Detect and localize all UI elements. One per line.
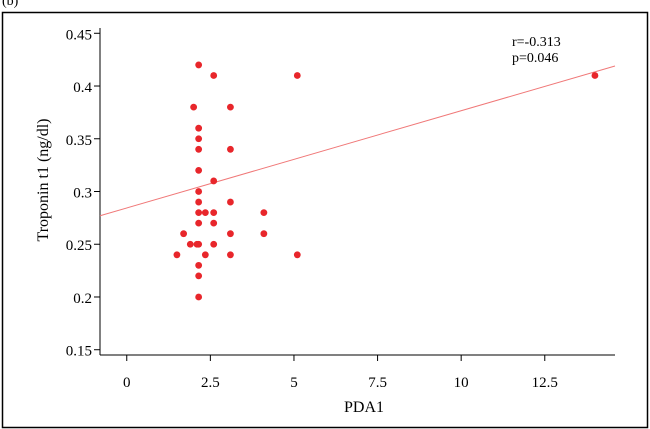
data-point	[173, 251, 181, 259]
data-point	[195, 209, 203, 216]
data-point	[195, 240, 203, 248]
data-points	[173, 61, 599, 301]
data-point	[186, 240, 194, 248]
data-point	[210, 209, 218, 216]
y-tick-label: 0.15	[66, 344, 92, 360]
y-tick-label: 0.2	[73, 291, 92, 307]
data-point	[293, 72, 301, 79]
x-axis-title: PDA1	[344, 399, 384, 416]
data-point	[210, 219, 218, 227]
y-tick-label: 0.25	[66, 238, 92, 254]
y-tick-label: 0.35	[66, 133, 92, 149]
data-point	[227, 198, 234, 206]
data-point	[195, 135, 203, 143]
data-point	[210, 177, 218, 185]
data-point	[227, 251, 234, 259]
x-tick-label: 10	[454, 375, 469, 391]
panel-label: (b)	[2, 0, 19, 9]
data-point	[195, 261, 203, 269]
y-axis-title: Troponin t1 (ng/dl)	[35, 119, 52, 242]
p-value-annotation: p=0.046	[512, 51, 558, 66]
data-point	[260, 230, 268, 238]
data-point	[227, 145, 234, 153]
data-point	[195, 293, 203, 301]
data-point	[591, 72, 599, 79]
outer-frame	[1, 11, 649, 429]
data-point	[201, 251, 209, 259]
x-tick-label: 5	[290, 375, 298, 391]
data-point	[293, 251, 301, 259]
data-point	[195, 61, 203, 69]
data-point	[210, 240, 218, 248]
regression-line	[99, 65, 616, 217]
x-tick-label: 0	[123, 375, 131, 391]
data-point	[195, 272, 203, 280]
data-point	[190, 103, 198, 111]
ticks: 0 2.5 5 7.5 10 12.5 0.15 0.2 0.25 0.3 0.35 0.4 0.45	[66, 27, 558, 391]
data-point	[260, 209, 268, 216]
data-point	[180, 230, 188, 238]
data-point	[195, 145, 203, 153]
regression-line-layer	[99, 65, 616, 217]
data-point	[195, 198, 203, 206]
y-tick-label: 0.3	[73, 186, 92, 202]
data-point	[195, 219, 203, 227]
data-point	[201, 209, 209, 216]
x-tick-label: 12.5	[532, 375, 558, 391]
x-tick-label: 7.5	[368, 375, 387, 391]
r-value-annotation: r=-0.313	[512, 35, 561, 50]
data-point	[227, 230, 234, 238]
data-point	[227, 103, 234, 111]
y-tick-label: 0.4	[73, 80, 92, 96]
data-point	[210, 72, 218, 79]
data-point	[195, 167, 203, 174]
x-tick-label: 2.5	[201, 375, 220, 391]
y-tick-label: 0.45	[66, 27, 92, 43]
plot-area	[100, 15, 645, 355]
data-point	[195, 124, 203, 132]
data-point	[195, 188, 203, 195]
